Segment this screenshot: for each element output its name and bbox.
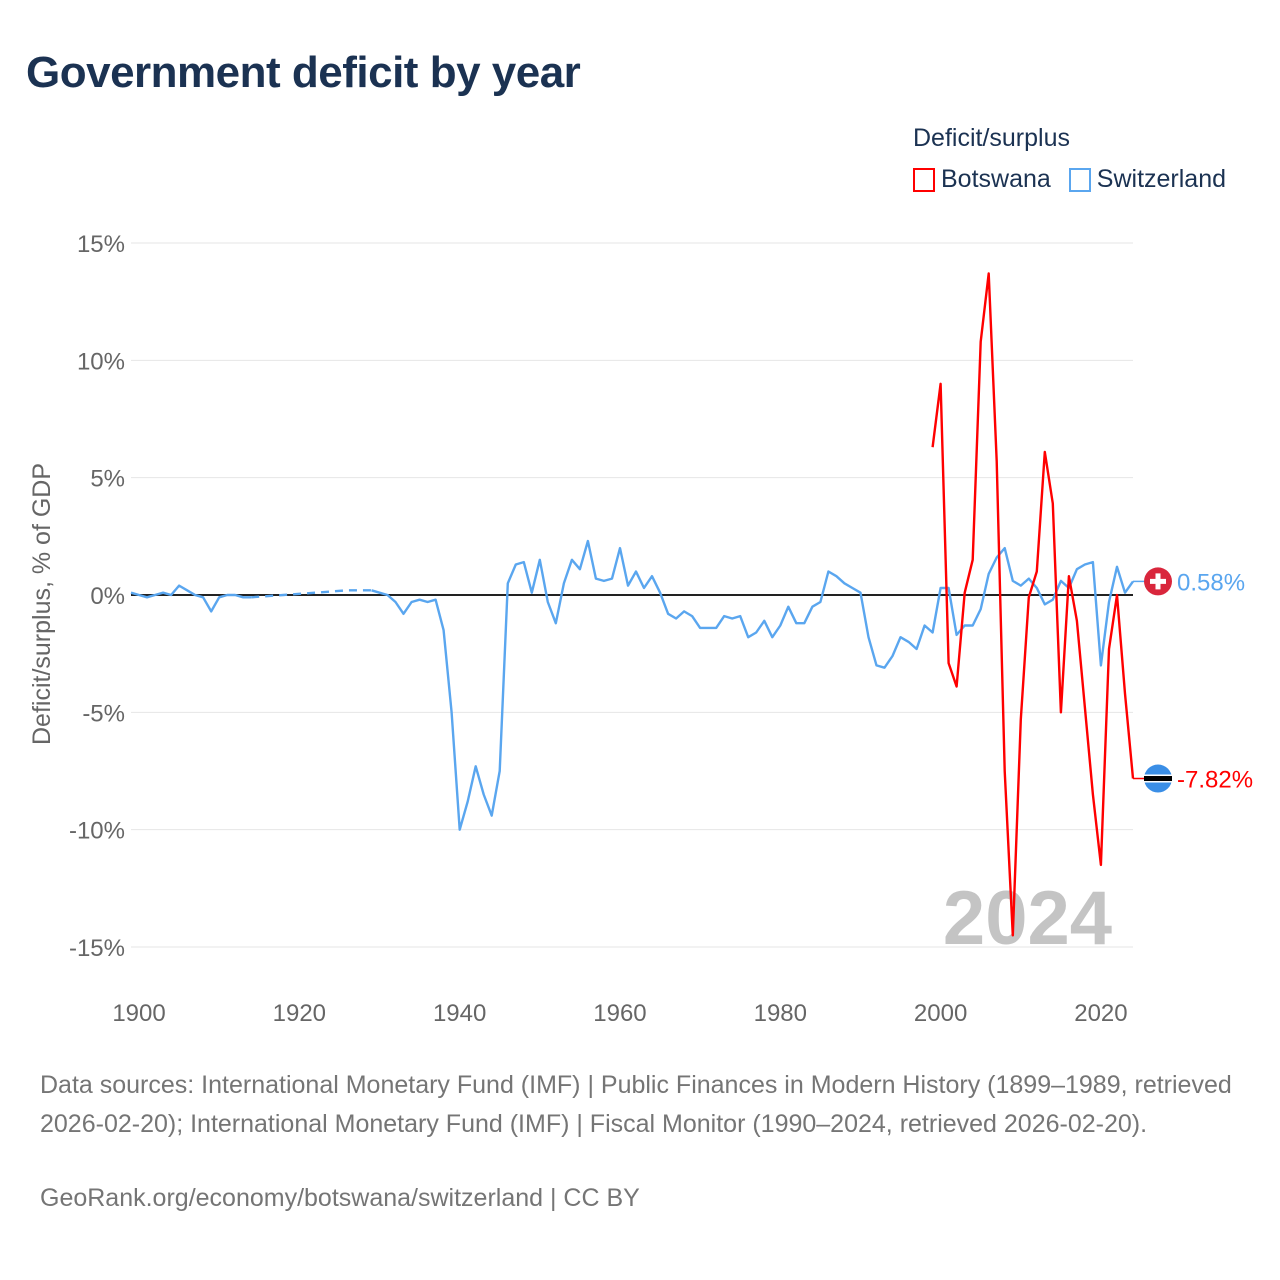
y-tick-label: -15% (69, 935, 125, 962)
y-tick-label: -5% (82, 700, 125, 727)
legend: Botswana Switzerland (913, 165, 1226, 194)
x-tick-label: 1980 (754, 1000, 807, 1027)
y-axis-label: Deficit/surplus, % of GDP (28, 463, 56, 745)
y-tick-labels: 15% 10% 5% 0% -5% -10% -15% (69, 231, 125, 962)
y-tick-label: -10% (69, 818, 125, 845)
line-chart: 15%10%5%0%-5%-10%-15% 1900 1920 1940 1960 19… (28, 231, 1253, 1027)
page-title: Government deficit by year (26, 48, 581, 97)
legend-swatch-botswana (913, 167, 935, 192)
end-markers: 0.58% -7.82% (1133, 567, 1253, 794)
series-line-switzerland-interpolated (251, 589, 372, 599)
legend-swatch-switzerland (1068, 167, 1091, 192)
y-tick-label: 0% (90, 583, 125, 610)
source-note: Data sources: International Monetary Fun… (40, 1071, 1232, 1138)
legend-title: Deficit/surplus (913, 124, 1070, 152)
legend-item-switzerland[interactable]: Switzerland (1068, 165, 1227, 194)
series-line-botswana (931, 272, 1135, 937)
x-tick-labels: 1900 1920 1940 1960 1980 2000 2020 (112, 1000, 1127, 1027)
y-tick-label: 10% (77, 348, 125, 375)
x-tick-label: 1960 (593, 1000, 646, 1027)
legend-label-botswana: Botswana (941, 165, 1051, 193)
end-value-label: -7.82% (1177, 767, 1253, 794)
flag-cross-horizontal (1150, 578, 1166, 584)
year-watermark: 2024 (943, 876, 1112, 961)
x-tick-label: 1900 (112, 1000, 165, 1027)
flag-stripe-black (1144, 776, 1172, 782)
x-tick-label: 1920 (273, 1000, 326, 1027)
series-lines (130, 272, 1135, 937)
end-value-label: 0.58% (1177, 569, 1245, 596)
y-tick-label: 5% (90, 466, 125, 493)
series-line-switzerland (130, 539, 1134, 831)
y-tick-label: 15% (77, 231, 125, 258)
legend-item-botswana[interactable]: Botswana (913, 165, 1051, 194)
x-tick-label: 1940 (433, 1000, 486, 1027)
x-tick-label: 2020 (1074, 1000, 1127, 1027)
x-tick-label: 2000 (914, 1000, 967, 1027)
credit-link[interactable]: GeoRank.org/economy/botswana/switzerland… (40, 1184, 640, 1212)
legend-label-switzerland: Switzerland (1096, 165, 1227, 193)
